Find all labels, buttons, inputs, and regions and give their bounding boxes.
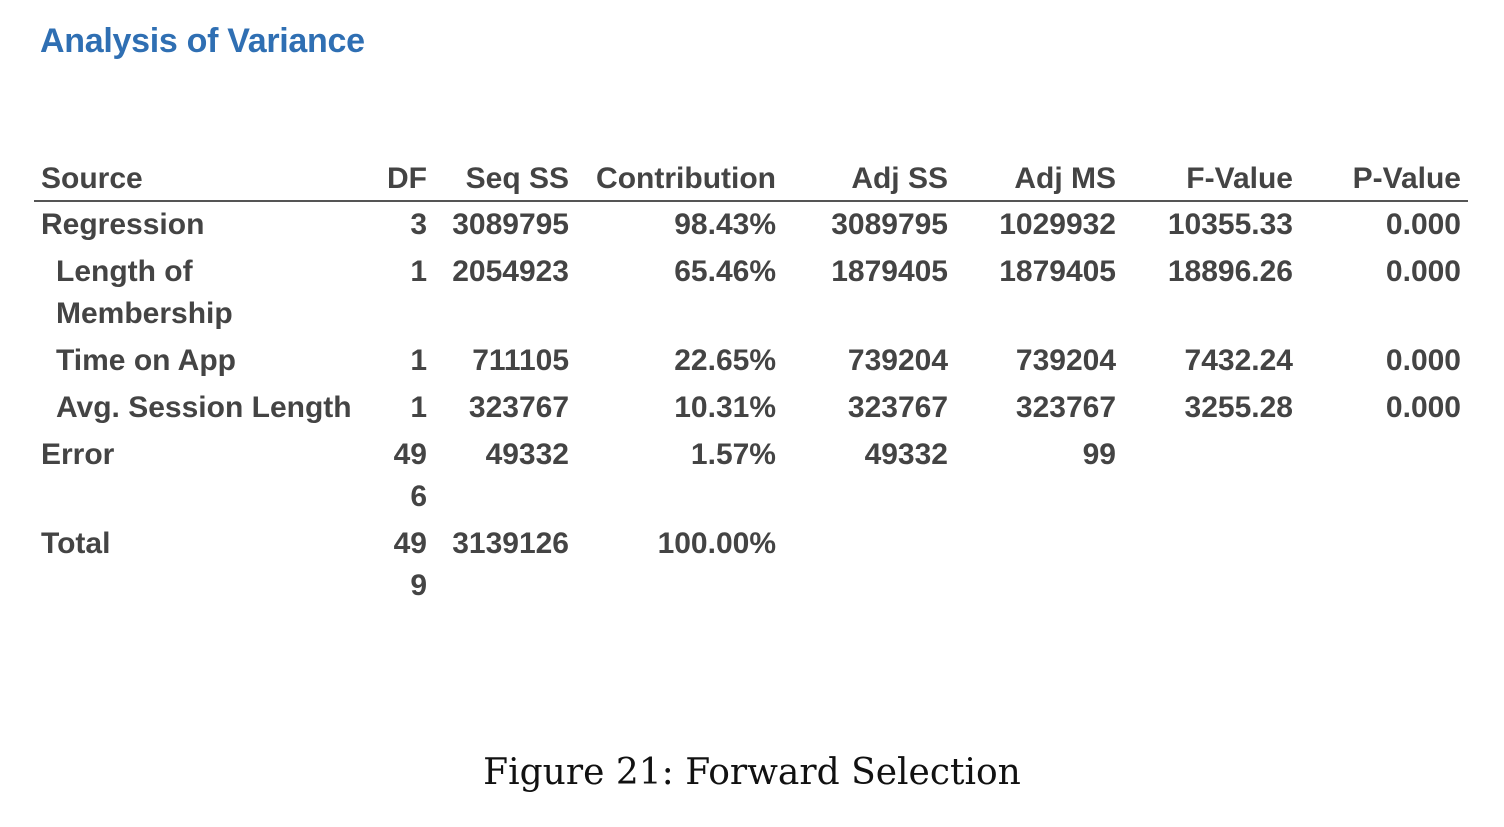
- f-value-cell: 18896.26: [1167, 255, 1293, 288]
- seq-ss-cell: 711105: [472, 344, 569, 377]
- contribution-cell: 65.46%: [674, 255, 776, 288]
- section-title: Analysis of Variance: [40, 22, 365, 60]
- seq-ss-cell: 323767: [468, 391, 569, 424]
- contribution-cell: 100.00%: [657, 527, 776, 560]
- adj-ms-cell: 323767: [1015, 391, 1116, 424]
- f-value-cell: [1123, 434, 1300, 523]
- column-header: P-Value: [1300, 150, 1468, 202]
- anova-table: Source DF Seq SS Contribution Adj SS Adj…: [34, 150, 1468, 612]
- p-value-cell: [1300, 523, 1468, 612]
- figure-caption: Figure 21: Forward Selection: [483, 752, 1021, 793]
- adj-ss-cell: 323767: [847, 391, 948, 424]
- table-header-row: Source DF Seq SS Contribution Adj SS Adj…: [34, 150, 1468, 202]
- p-value-cell: 0.000: [1385, 208, 1461, 241]
- f-value-cell: 7432.24: [1184, 344, 1293, 377]
- column-header: Seq SS: [434, 150, 576, 202]
- seq-ss-cell: 2054923: [452, 255, 569, 288]
- p-value-cell: [1300, 434, 1468, 523]
- p-value-cell: 0.000: [1385, 391, 1461, 424]
- df-cell: 1: [410, 255, 427, 288]
- adj-ss-cell: 49332: [864, 438, 948, 471]
- df-cell: 1: [410, 391, 427, 424]
- p-value-cell: 0.000: [1385, 255, 1461, 288]
- table-row: Total 499 3139126 100.00%: [34, 523, 1468, 612]
- df-cell: 1: [410, 344, 427, 377]
- column-header: Contribution: [576, 150, 783, 202]
- column-header: Adj SS: [783, 150, 955, 202]
- df-cell: 3: [410, 208, 427, 241]
- adj-ss-cell: [783, 523, 955, 612]
- contribution-cell: 98.43%: [674, 208, 776, 241]
- source-cell: Time on App: [56, 344, 236, 377]
- p-value-cell: 0.000: [1385, 344, 1461, 377]
- seq-ss-cell: 3089795: [452, 208, 569, 241]
- df-cell: 496: [393, 438, 427, 513]
- source-cell: Avg. Session Length: [56, 391, 352, 424]
- adj-ms-cell: 1879405: [999, 255, 1116, 288]
- table-row: Regression 3 3089795 98.43% 3089795 1029…: [34, 201, 1468, 251]
- column-header: DF: [374, 150, 434, 202]
- contribution-cell: 22.65%: [674, 344, 776, 377]
- table-row: Error 496 49332 1.57% 49332 99: [34, 434, 1468, 523]
- seq-ss-cell: 49332: [485, 438, 569, 471]
- source-cell: Total: [41, 527, 111, 560]
- column-header: Adj MS: [955, 150, 1123, 202]
- df-cell: 499: [393, 527, 427, 602]
- seq-ss-cell: 3139126: [452, 527, 569, 560]
- column-header: Source: [34, 150, 374, 202]
- adj-ss-cell: 1879405: [831, 255, 948, 288]
- adj-ss-cell: 3089795: [831, 208, 948, 241]
- table-row: Time on App 1 711105 22.65% 739204 73920…: [34, 340, 1468, 387]
- source-cell: Regression: [41, 208, 205, 241]
- adj-ms-cell: 99: [1082, 438, 1116, 471]
- adj-ms-cell: [955, 523, 1123, 612]
- adj-ss-cell: 739204: [847, 344, 948, 377]
- table-row: Avg. Session Length 1 323767 10.31% 3237…: [34, 387, 1468, 434]
- column-header: F-Value: [1123, 150, 1300, 202]
- f-value-cell: 10355.33: [1167, 208, 1293, 241]
- contribution-cell: 1.57%: [690, 438, 776, 471]
- contribution-cell: 10.31%: [674, 391, 776, 424]
- table-row: Length of Membership 1 2054923 65.46% 18…: [34, 251, 1468, 340]
- adj-ms-cell: 1029932: [999, 208, 1116, 241]
- adj-ms-cell: 739204: [1015, 344, 1116, 377]
- f-value-cell: 3255.28: [1184, 391, 1293, 424]
- source-cell: Error: [41, 438, 115, 471]
- source-cell: Length of Membership: [56, 255, 233, 330]
- f-value-cell: [1123, 523, 1300, 612]
